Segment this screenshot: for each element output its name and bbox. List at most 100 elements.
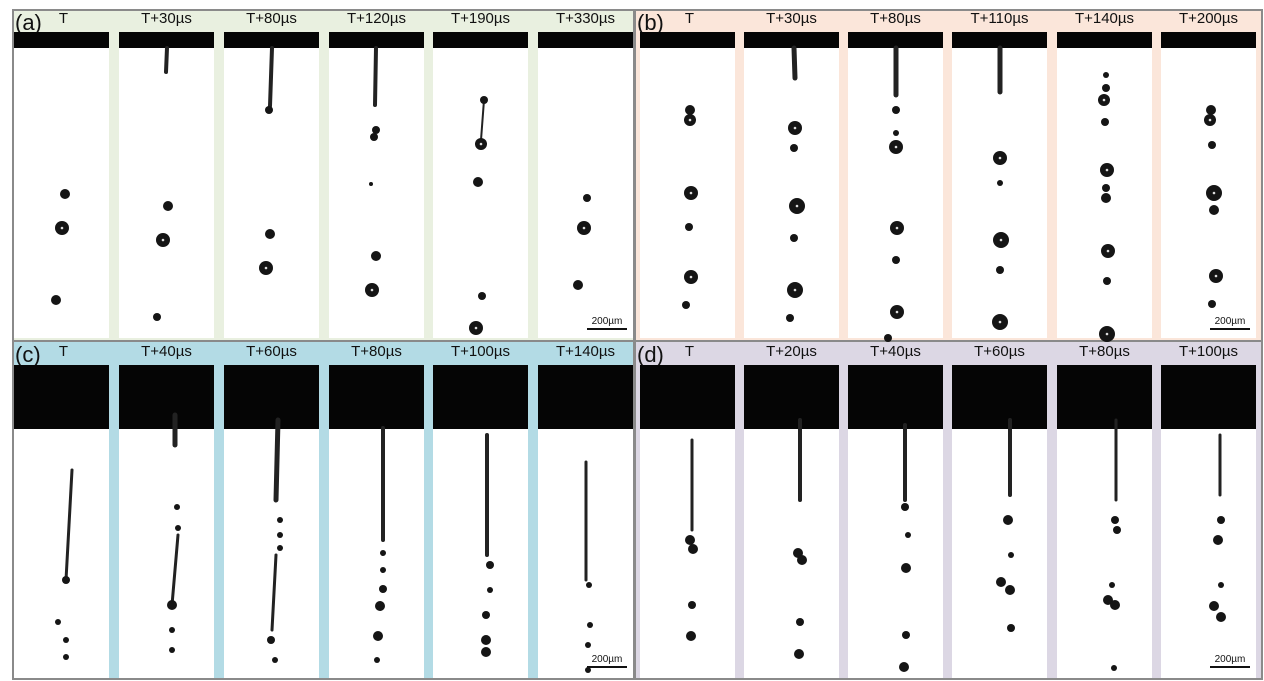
droplet (1213, 535, 1223, 545)
droplet-highlight (582, 226, 586, 230)
frame-time-label: T (58, 343, 69, 360)
frame-image (1161, 32, 1256, 338)
droplet (688, 601, 696, 609)
liquid-jet (270, 553, 278, 632)
droplet (583, 194, 591, 202)
nozzle-plate (224, 365, 319, 429)
panel-b: (b) (634, 9, 1263, 342)
droplet (1101, 118, 1109, 126)
nozzle-plate (329, 365, 424, 429)
frame-image (119, 365, 214, 678)
nozzle-plate (952, 32, 1047, 48)
droplet (685, 105, 695, 115)
scale-bar-line (1210, 328, 1250, 330)
nozzle-plate (640, 32, 735, 48)
droplet (1111, 516, 1119, 524)
droplet-highlight (1212, 191, 1216, 195)
droplet (169, 647, 175, 653)
droplet (51, 295, 61, 305)
droplet-highlight (689, 191, 693, 195)
droplet (892, 256, 900, 264)
frame-time-label: T+20µs (766, 343, 817, 360)
frame-image (1161, 365, 1256, 678)
droplet-highlight (998, 320, 1002, 324)
nozzle-plate (952, 365, 1047, 429)
droplet-highlight (1208, 118, 1212, 122)
nozzle-plate (224, 32, 319, 48)
liquid-jet (480, 99, 485, 141)
scale-bar-line (587, 666, 627, 668)
droplet (1008, 552, 1014, 558)
droplet (1209, 205, 1219, 215)
frame-time-label: T+330µs (555, 10, 616, 27)
droplet (905, 532, 911, 538)
frame-time-label: T+80µs (1079, 343, 1130, 360)
frame-time-label: T+80µs (351, 343, 402, 360)
scale-bar: 200µm (587, 654, 627, 668)
droplet-highlight (795, 204, 799, 208)
scale-bar-label: 200µm (591, 316, 623, 327)
liquid-jet (64, 468, 74, 582)
droplet-highlight (370, 288, 374, 292)
droplet (267, 636, 275, 644)
frame-time-label: T+60µs (246, 343, 297, 360)
droplet (893, 130, 899, 136)
droplet (174, 504, 180, 510)
nozzle-plate (744, 32, 839, 48)
droplet (1007, 624, 1015, 632)
droplet (1216, 612, 1226, 622)
droplet (587, 622, 593, 628)
frame-time-label: T+140µs (555, 343, 616, 360)
droplet (481, 635, 491, 645)
nozzle-plate (1057, 32, 1152, 48)
frame-image (640, 32, 735, 338)
nozzle-plate (119, 365, 214, 429)
frame-time-label: T+120µs (346, 10, 407, 27)
droplet (1218, 582, 1224, 588)
droplet (277, 545, 283, 551)
droplet (1005, 585, 1015, 595)
droplet (790, 144, 798, 152)
nozzle-plate (744, 365, 839, 429)
droplet (1103, 595, 1113, 605)
droplet-highlight (688, 118, 692, 122)
droplet (277, 532, 283, 538)
scale-bar-line (1210, 666, 1250, 668)
droplet-highlight (689, 275, 693, 279)
droplet-highlight (1102, 98, 1106, 102)
scale-bar-label: 200µm (591, 654, 623, 665)
frame-image (14, 365, 109, 678)
liquid-jet (164, 46, 169, 74)
droplet (175, 525, 181, 531)
droplet (997, 180, 1003, 186)
nozzle-plate (14, 365, 109, 429)
droplet (375, 601, 385, 611)
droplet (1003, 515, 1013, 525)
scale-bar-label: 200µm (1214, 316, 1246, 327)
frame-image (1057, 365, 1152, 678)
droplet-highlight (894, 145, 898, 149)
droplet (265, 229, 275, 239)
frame-image (952, 365, 1047, 678)
frame-time-label: T+30µs (141, 10, 192, 27)
droplet (1208, 300, 1216, 308)
droplet-highlight (264, 266, 268, 270)
frame-image (119, 32, 214, 338)
droplet (473, 177, 483, 187)
droplet (167, 600, 177, 610)
droplet (478, 292, 486, 300)
droplet-highlight (161, 238, 165, 242)
frame-time-label: T+80µs (246, 10, 297, 27)
nozzle-plate (433, 365, 528, 429)
nozzle-plate (1161, 32, 1256, 48)
droplet (685, 535, 695, 545)
droplet (380, 550, 386, 556)
frame-time-label: T (684, 343, 695, 360)
droplet (1103, 72, 1109, 78)
frame-time-label: T+190µs (450, 10, 511, 27)
droplet (1217, 516, 1225, 524)
droplet (487, 587, 493, 593)
nozzle-plate (538, 32, 633, 48)
droplet-highlight (793, 288, 797, 292)
nozzle-plate (1057, 365, 1152, 429)
